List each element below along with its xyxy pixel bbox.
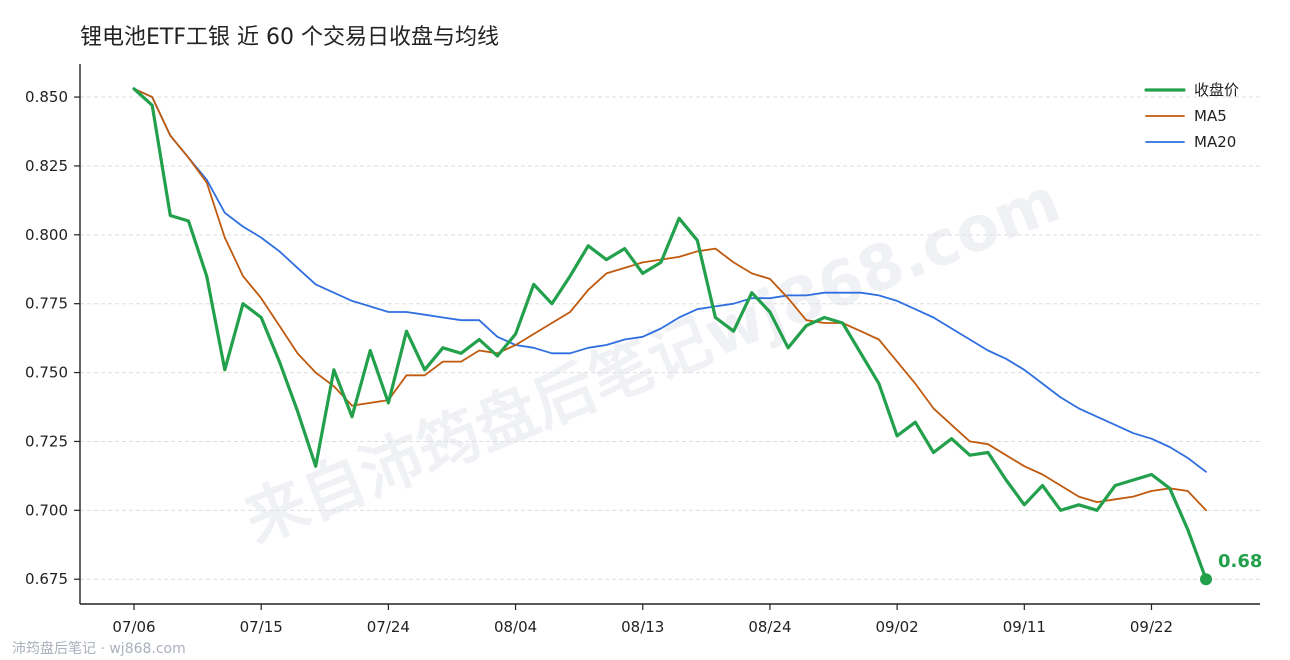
legend-label: MA5 xyxy=(1194,107,1227,125)
x-tick-label: 09/02 xyxy=(876,618,919,636)
watermark: 来自沛筠盘后笔记wj868.com xyxy=(234,163,1069,557)
y-tick-label: 0.800 xyxy=(25,226,68,244)
x-tick-label: 07/06 xyxy=(112,618,155,636)
ma20-line xyxy=(133,87,1207,473)
y-tick-label: 0.850 xyxy=(25,88,68,106)
close-price-line xyxy=(132,87,1208,581)
legend-label: 收盘价 xyxy=(1194,81,1239,99)
legend-label: MA20 xyxy=(1194,133,1236,151)
x-tick-label: 09/11 xyxy=(1003,618,1046,636)
y-tick-label: 0.775 xyxy=(25,295,68,313)
axes: 0.675 0.700 0.725 0.750 0.775 0.800 0.825 0.850… xyxy=(25,64,1260,636)
legend: 收盘价 MA5 MA20 xyxy=(1144,81,1239,151)
x-tick-label: 08/04 xyxy=(494,618,537,636)
y-tick-label: 0.725 xyxy=(25,432,68,450)
x-tick-label: 08/13 xyxy=(621,618,664,636)
grid xyxy=(80,96,1260,580)
ma5-line xyxy=(133,87,1207,512)
last-point-group: 0.68 xyxy=(1200,551,1262,586)
y-tick-label: 0.825 xyxy=(25,157,68,175)
last-value-label: 0.68 xyxy=(1218,551,1262,572)
chart-title: 锂电池ETF工银 近 60 个交易日收盘与均线 xyxy=(80,25,499,50)
x-tick-label: 07/24 xyxy=(367,618,410,636)
last-point-marker xyxy=(1200,573,1212,586)
x-tick-label: 07/15 xyxy=(240,618,283,636)
x-tick-label: 09/22 xyxy=(1130,618,1173,636)
y-tick-label: 0.750 xyxy=(25,364,68,382)
y-tick-label: 0.675 xyxy=(25,570,68,588)
footer-source: 沛筠盘后笔记 · wj868.com xyxy=(12,640,186,657)
y-tick-label: 0.700 xyxy=(25,501,68,519)
series-lines xyxy=(132,87,1208,581)
x-tick-label: 08/24 xyxy=(748,618,791,636)
